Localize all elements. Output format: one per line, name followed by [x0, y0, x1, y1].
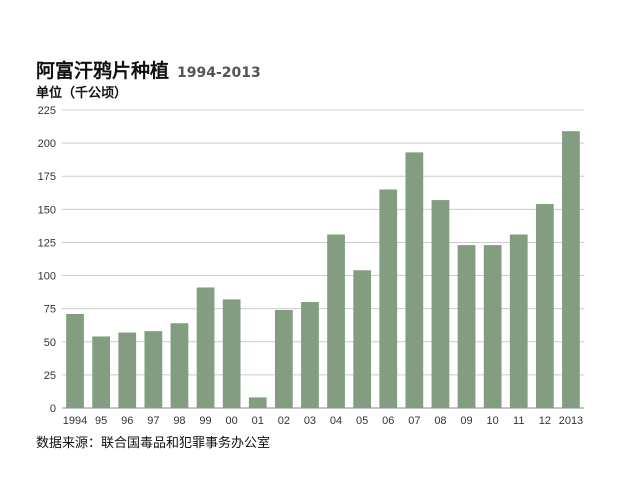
y-tick-label: 50: [44, 337, 56, 349]
x-tick-label: 11: [513, 415, 524, 427]
bar-03: [301, 302, 319, 408]
x-tick-label: 00: [226, 415, 238, 427]
bar-97: [144, 331, 163, 408]
x-tick-label: 03: [304, 415, 316, 427]
x-tick-label: 10: [487, 415, 499, 427]
bar-11: [509, 234, 528, 408]
bar-02: [274, 309, 293, 408]
y-tick-label: 75: [44, 304, 56, 316]
x-tick-label: 1994: [63, 415, 87, 427]
grid-lines: [62, 109, 584, 409]
y-tick-label: 100: [38, 271, 56, 283]
y-tick-label: 0: [50, 403, 56, 415]
bar-96: [118, 332, 137, 408]
y-tick-labels: 0 25 50 75 100 125 150 175 200 225: [38, 105, 56, 415]
bar-07: [405, 152, 424, 408]
y-tick-label: 200: [38, 138, 56, 150]
bar-04: [327, 234, 345, 408]
bar-08: [431, 200, 450, 408]
bar-12: [535, 204, 554, 408]
x-tick-label: 02: [278, 415, 290, 427]
x-tick-labels: 1994 95 96 97 98 99 00 01 02 03 04 05 06 07 08 09 10 11 12…: [63, 415, 583, 427]
bar-01: [248, 397, 267, 408]
chart-title: 阿富汗鸦片种植: [36, 60, 170, 82]
x-tick-label: 04: [330, 415, 342, 427]
bars: [66, 131, 580, 409]
y-tick-label: 125: [38, 237, 56, 249]
bar-1994: [66, 313, 84, 408]
x-tick-label: 07: [408, 415, 420, 427]
bar-06: [379, 189, 398, 408]
x-tick-label: 95: [95, 415, 107, 427]
bar-99: [196, 287, 215, 408]
bar-2013: [562, 131, 580, 409]
y-tick-label: 150: [38, 204, 56, 216]
y-tick-label: 175: [38, 171, 56, 183]
x-tick-label: 05: [356, 415, 368, 427]
chart-title-row: 阿富汗鸦片种植 1994-2013: [36, 56, 261, 83]
bar-98: [170, 323, 189, 408]
x-tick-label: 98: [173, 415, 185, 427]
x-tick-label: 97: [147, 415, 159, 427]
y-tick-label: 225: [38, 105, 56, 117]
data-source-note: 数据来源：联合国毒品和犯罪事务办公室: [36, 436, 271, 451]
x-tick-label: 01: [252, 415, 264, 427]
x-tick-label: 09: [460, 415, 472, 427]
bar-10: [483, 245, 502, 408]
x-tick-label: 06: [382, 415, 394, 427]
bar-00: [222, 299, 241, 408]
x-tick-label: 2013: [559, 415, 583, 427]
chart-subtitle: 1994-2013: [177, 65, 261, 81]
x-tick-label: 12: [539, 415, 551, 427]
y-axis-unit-label: 单位（千公顷）: [36, 86, 128, 101]
bar-09: [457, 245, 476, 408]
x-tick-label: 96: [121, 415, 133, 427]
bar-05: [353, 270, 372, 408]
x-tick-label: 99: [199, 415, 211, 427]
bar-95: [92, 336, 111, 408]
x-tick-label: 08: [434, 415, 446, 427]
y-tick-label: 25: [44, 370, 56, 382]
